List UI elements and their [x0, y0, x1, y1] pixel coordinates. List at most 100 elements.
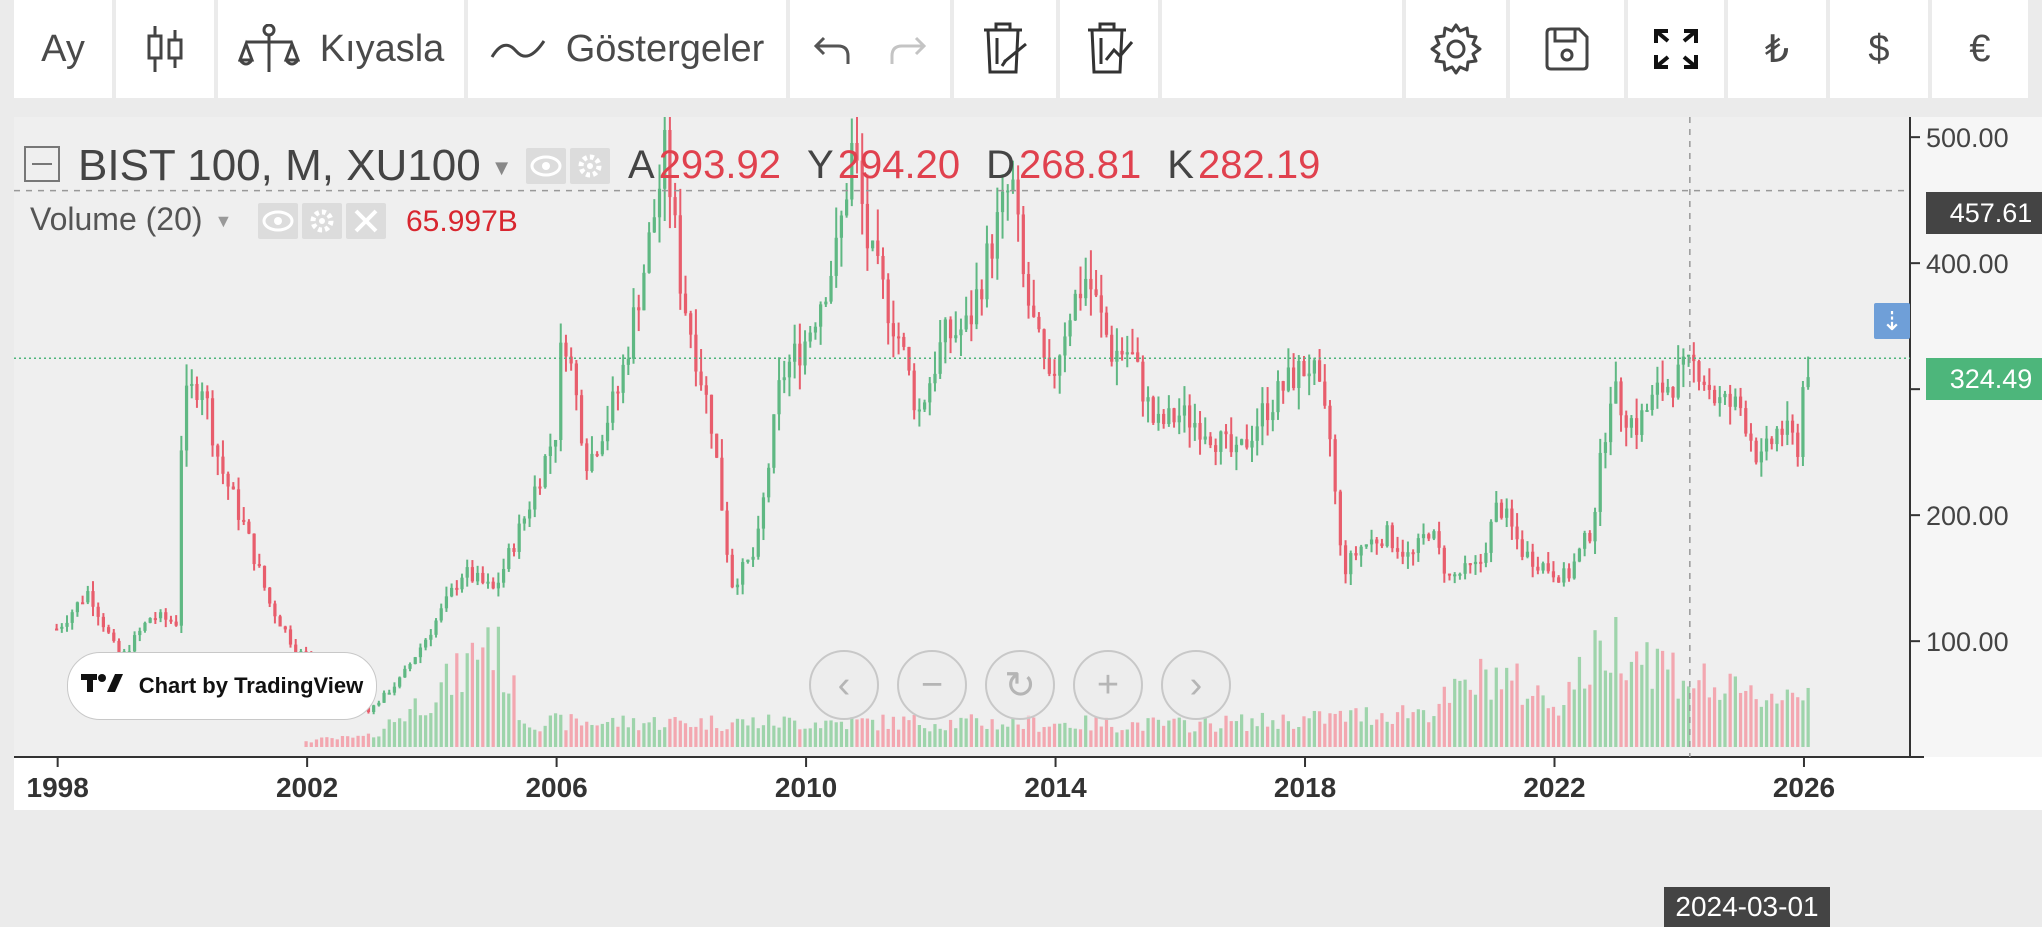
candle-body: [1551, 571, 1556, 578]
volume-bar: [470, 642, 475, 747]
volume-bar: [1130, 722, 1135, 747]
volume-bar: [741, 719, 745, 747]
volume-bar: [392, 722, 397, 747]
chart-type-button[interactable]: [116, 0, 214, 98]
candle-body: [865, 203, 870, 249]
candle-body: [507, 548, 511, 569]
volume-bar: [377, 736, 381, 747]
remove-indicators-button[interactable]: [1060, 0, 1158, 98]
candle-body: [236, 489, 241, 520]
candle-body: [1016, 179, 1020, 215]
collapse-icon[interactable]: [24, 146, 60, 183]
volume-bar: [850, 717, 854, 747]
volume-bar: [439, 682, 443, 747]
chevron-down-icon[interactable]: ▼: [490, 155, 513, 181]
candle-body: [990, 243, 994, 259]
candle-body: [1453, 574, 1457, 577]
scroll-left-button[interactable]: ‹: [809, 650, 879, 720]
scroll-right-button[interactable]: ›: [1161, 650, 1231, 720]
interval-button[interactable]: Ay: [14, 0, 112, 98]
volume-bar: [1146, 718, 1150, 747]
candle-body: [1375, 539, 1379, 544]
candle-body: [1489, 521, 1493, 553]
autoscale-icon[interactable]: ⇣: [1874, 303, 1910, 339]
volume-title[interactable]: Volume (20): [30, 201, 203, 237]
candle-body: [1770, 438, 1774, 445]
candle-body: [647, 232, 651, 273]
candle-body: [1110, 334, 1114, 362]
volume-bar: [995, 729, 999, 747]
candle-body: [1000, 191, 1005, 213]
volume-bar: [912, 714, 916, 747]
volume-bar: [1525, 698, 1530, 747]
volume-bar: [517, 720, 521, 747]
currency-try-button[interactable]: ₺: [1728, 0, 1826, 98]
volume-eye-icon[interactable]: [258, 203, 298, 239]
candle-body: [117, 640, 121, 658]
volume-bar: [891, 716, 896, 747]
legend-gear-icon[interactable]: [570, 148, 610, 184]
volume-bar: [481, 647, 485, 747]
chart-area[interactable]: 100.00200.00300.00400.00500.001998200220…: [14, 117, 2042, 927]
volume-bar: [1073, 728, 1077, 747]
volume-bar: [1188, 732, 1192, 747]
volume-bar: [1151, 717, 1155, 747]
zoom-out-button[interactable]: −: [897, 650, 967, 720]
volume-chevron-icon[interactable]: ▼: [214, 211, 233, 232]
candle-body: [221, 456, 225, 474]
candle-body: [808, 332, 812, 342]
candle-body: [767, 467, 771, 498]
volume-bar: [1317, 711, 1322, 747]
candle-body: [392, 686, 397, 693]
candle-body: [1733, 396, 1737, 407]
currency-eur-button[interactable]: €: [1932, 0, 2028, 98]
candle-body: [709, 394, 714, 434]
candle-body: [902, 336, 906, 347]
volume-bar: [1141, 730, 1145, 747]
symbol-title[interactable]: BIST 100, M, XU100: [78, 141, 481, 190]
candle-body: [1156, 413, 1161, 423]
candle-body: [1624, 415, 1628, 428]
currency-usd-button[interactable]: $: [1830, 0, 1928, 98]
volume-bar: [496, 626, 501, 747]
remove-drawings-button[interactable]: [954, 0, 1056, 98]
candle-body: [1780, 428, 1784, 435]
candle-body: [1333, 439, 1337, 492]
eye-icon[interactable]: [526, 148, 566, 184]
volume-close-icon[interactable]: [346, 203, 386, 239]
reset-button[interactable]: ↻: [985, 650, 1055, 720]
candle-body: [1182, 405, 1187, 416]
candle-body: [943, 319, 947, 343]
candle-body: [1702, 381, 1706, 385]
settings-button[interactable]: [1406, 0, 1506, 98]
volume-gear-icon[interactable]: [302, 203, 342, 239]
zoom-in-button[interactable]: +: [1073, 650, 1143, 720]
candle-body: [184, 385, 189, 451]
volume-bar: [346, 736, 350, 747]
fullscreen-button[interactable]: [1628, 0, 1724, 98]
volume-bar: [1666, 669, 1670, 747]
candle-body: [1291, 367, 1296, 388]
candle-body: [954, 335, 958, 339]
undo-icon[interactable]: [812, 32, 852, 66]
tradingview-watermark[interactable]: Chart by TradingView: [67, 652, 377, 720]
volume-bar: [1385, 721, 1389, 747]
compare-button[interactable]: Kıyasla: [218, 0, 464, 98]
candle-body: [642, 272, 646, 311]
volume-bar: [642, 723, 646, 747]
candle-body: [1312, 360, 1316, 374]
candle-body: [1385, 525, 1389, 547]
redo-icon[interactable]: [888, 32, 928, 66]
candle-body: [974, 289, 979, 325]
volume-bar: [1712, 687, 1717, 747]
volume-bar: [959, 717, 963, 747]
candle-body: [1406, 552, 1410, 557]
volume-bar: [351, 737, 355, 747]
volume-bar: [1063, 722, 1067, 747]
save-button[interactable]: [1510, 0, 1624, 98]
candle-body: [1359, 546, 1363, 556]
indicators-button[interactable]: Göstergeler: [468, 0, 786, 98]
candle-body: [1317, 360, 1322, 382]
volume-bar: [429, 713, 433, 747]
volume-bar: [1437, 703, 1441, 747]
